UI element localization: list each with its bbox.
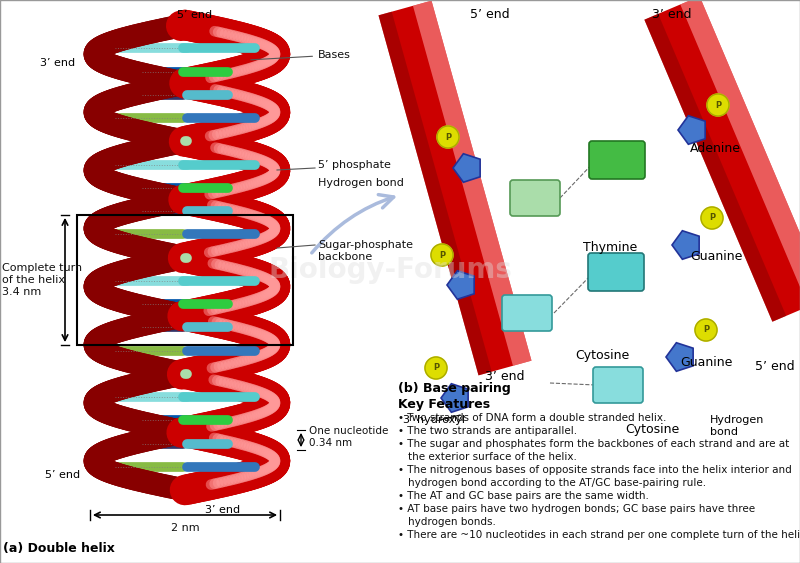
FancyBboxPatch shape xyxy=(510,180,560,216)
Text: One nucleotide
0.34 nm: One nucleotide 0.34 nm xyxy=(309,426,388,448)
Text: Adenine: Adenine xyxy=(690,141,741,154)
FancyBboxPatch shape xyxy=(502,295,552,331)
Circle shape xyxy=(695,319,717,341)
Text: hydrogen bonds.: hydrogen bonds. xyxy=(408,517,496,527)
Text: Sugar-phosphate
backbone: Sugar-phosphate backbone xyxy=(318,240,413,262)
FancyBboxPatch shape xyxy=(588,253,644,291)
Bar xyxy=(77,215,293,345)
Text: Complete turn
of the helix
3.4 nm: Complete turn of the helix 3.4 nm xyxy=(2,263,82,297)
Circle shape xyxy=(707,94,729,116)
Text: P: P xyxy=(445,132,451,141)
Text: P: P xyxy=(709,213,715,222)
Text: P: P xyxy=(703,325,709,334)
Text: Key Features: Key Features xyxy=(398,398,490,411)
Text: 3’ end: 3’ end xyxy=(40,58,75,68)
Text: 3’ end: 3’ end xyxy=(652,8,692,21)
Text: Hydrogen
bond: Hydrogen bond xyxy=(710,415,764,436)
Circle shape xyxy=(431,244,453,266)
Text: Hydrogen bond: Hydrogen bond xyxy=(318,178,404,188)
Text: Biology-Forums: Biology-Forums xyxy=(268,256,512,284)
Text: • Two strands of DNA form a double stranded helix.: • Two strands of DNA form a double stran… xyxy=(398,413,666,423)
Text: hydrogen bond according to the AT/GC base-pairing rule.: hydrogen bond according to the AT/GC bas… xyxy=(408,478,706,488)
Text: Guanine: Guanine xyxy=(680,355,732,369)
Text: 3’ end: 3’ end xyxy=(205,505,240,515)
FancyBboxPatch shape xyxy=(589,141,645,179)
Text: Guanine: Guanine xyxy=(690,251,742,263)
Text: 2 nm: 2 nm xyxy=(170,523,199,533)
Text: P: P xyxy=(439,251,445,260)
Polygon shape xyxy=(413,1,531,366)
Text: • The nitrogenous bases of opposite strands face into the helix interior and: • The nitrogenous bases of opposite stra… xyxy=(398,465,792,475)
Text: Thymine: Thymine xyxy=(583,242,638,254)
Text: • AT base pairs have two hydrogen bonds; GC base pairs have three: • AT base pairs have two hydrogen bonds;… xyxy=(398,504,755,514)
Polygon shape xyxy=(644,0,800,321)
Text: 5’ end: 5’ end xyxy=(45,470,80,480)
Polygon shape xyxy=(378,1,531,376)
Text: 3’ hydroxyl: 3’ hydroxyl xyxy=(403,415,465,425)
Text: Cytosine: Cytosine xyxy=(625,423,679,436)
Text: P: P xyxy=(715,101,721,109)
Text: • There are ~10 nucleotides in each strand per one complete turn of the helix.: • There are ~10 nucleotides in each stra… xyxy=(398,530,800,540)
Text: the exterior surface of the helix.: the exterior surface of the helix. xyxy=(408,452,577,462)
Polygon shape xyxy=(644,14,786,321)
Text: • The two strands are antiparallel.: • The two strands are antiparallel. xyxy=(398,426,577,436)
Text: 5’ end: 5’ end xyxy=(470,8,510,21)
Text: 5’ phosphate: 5’ phosphate xyxy=(318,160,391,170)
Text: • The sugar and phosphates form the backbones of each strand and are at: • The sugar and phosphates form the back… xyxy=(398,439,790,449)
Text: (b) Base pairing: (b) Base pairing xyxy=(398,382,510,395)
Text: 5’ end: 5’ end xyxy=(755,360,795,373)
FancyBboxPatch shape xyxy=(593,367,643,403)
Text: • The AT and GC base pairs are the same width.: • The AT and GC base pairs are the same … xyxy=(398,491,649,501)
Circle shape xyxy=(437,126,459,148)
FancyArrowPatch shape xyxy=(312,195,394,253)
Text: 5’ end: 5’ end xyxy=(178,10,213,20)
Polygon shape xyxy=(680,0,800,306)
Text: P: P xyxy=(433,364,439,373)
Text: Cytosine: Cytosine xyxy=(575,348,630,361)
Text: (a) Double helix: (a) Double helix xyxy=(3,542,115,555)
Text: Bases: Bases xyxy=(250,50,351,60)
Circle shape xyxy=(701,207,723,229)
Polygon shape xyxy=(378,12,492,376)
Circle shape xyxy=(425,357,447,379)
Text: 3’ end: 3’ end xyxy=(486,370,525,383)
